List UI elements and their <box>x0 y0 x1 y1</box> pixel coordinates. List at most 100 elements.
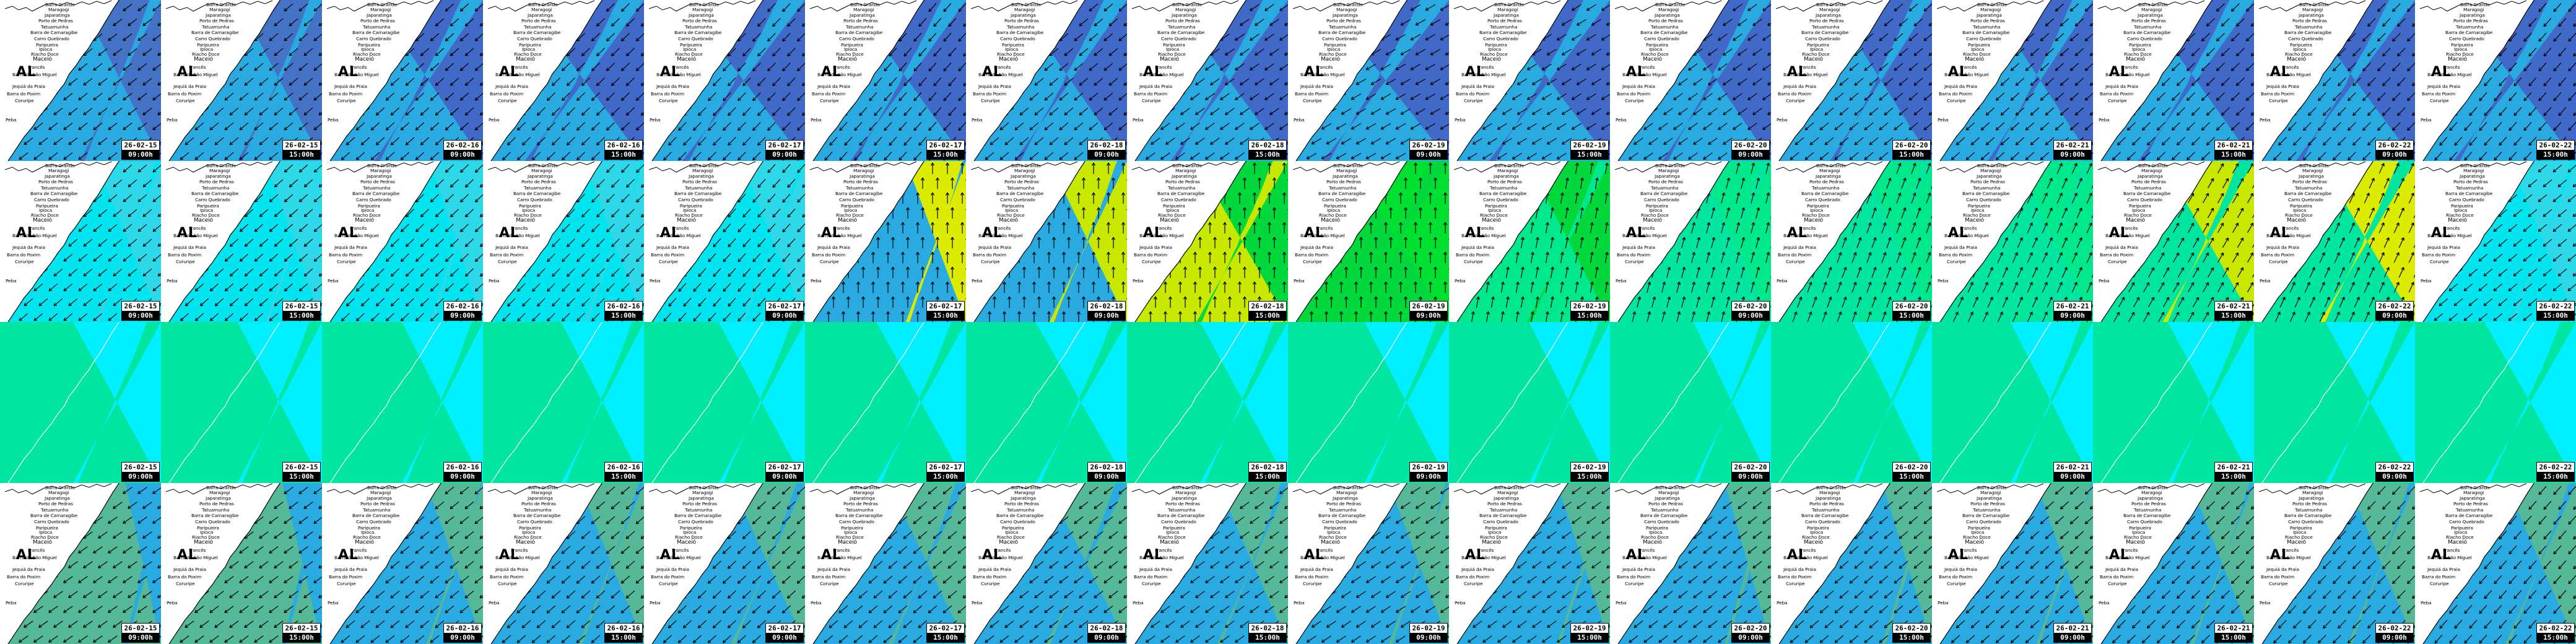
forecast-panel[interactable]: Barra Grande Maragogi Japaratinga Porto de … <box>2093 0 2254 161</box>
forecast-time: 15:00h <box>1249 150 1286 159</box>
forecast-panel[interactable]: 26-02-22 15:00h <box>2415 322 2576 483</box>
forecast-panel[interactable]: Barra Grande Maragogi Japaratinga Porto de … <box>2415 161 2576 322</box>
forecast-panel[interactable]: Barra Grande Maragogi Japaratinga Porto de … <box>1932 0 2093 161</box>
forecast-panel[interactable]: 26-02-22 09:00h <box>2254 322 2415 483</box>
forecast-panel[interactable]: Barra Grande Maragogi Japaratinga Porto de … <box>805 0 966 161</box>
forecast-panel[interactable]: 26-02-16 15:00h <box>483 322 644 483</box>
forecast-panel[interactable]: Barra Grande Maragogi Japaratinga Porto de … <box>483 483 644 644</box>
forecast-panel[interactable]: Barra Grande Maragogi Japaratinga Porto de … <box>805 161 966 322</box>
forecast-panel[interactable]: Barra Grande Maragogi Japaratinga Porto de … <box>1932 161 2093 322</box>
forecast-panel[interactable]: 26-02-17 15:00h <box>805 322 966 483</box>
forecast-panel[interactable]: Barra Grande Maragogi Japaratinga Porto de … <box>161 0 322 161</box>
forecast-panel[interactable]: Barra Grande Maragogi Japaratinga Porto de … <box>1610 483 1771 644</box>
forecast-panel[interactable]: Barra Grande Maragogi Japaratinga Porto de … <box>1771 0 1932 161</box>
forecast-time: 09:00h <box>766 472 803 481</box>
forecast-panel[interactable]: Barra Grande Maragogi Japaratinga Porto de … <box>966 0 1127 161</box>
forecast-time: 15:00h <box>927 472 964 481</box>
forecast-panel[interactable]: Barra Grande Maragogi Japaratinga Porto de … <box>1771 161 1932 322</box>
forecast-panel[interactable]: Barra Grande Maragogi Japaratinga Porto de … <box>0 161 161 322</box>
forecast-date: 26-02-20 <box>1732 463 1769 472</box>
forecast-panel[interactable]: Barra Grande Maragogi Japaratinga Porto de … <box>1288 161 1449 322</box>
forecast-panel[interactable]: Barra Grande Maragogi Japaratinga Porto de … <box>322 0 483 161</box>
forecast-time: 15:00h <box>2215 311 2252 320</box>
forecast-panel[interactable]: 26-02-19 15:00h <box>1449 322 1610 483</box>
timestamp-badge: 26-02-21 15:00h <box>2214 623 2253 643</box>
timestamp-badge: 26-02-19 09:00h <box>1409 623 1448 643</box>
forecast-panel[interactable]: Barra Grande Maragogi Japaratinga Porto de … <box>322 161 483 322</box>
forecast-panel[interactable]: 26-02-20 15:00h <box>1771 322 1932 483</box>
forecast-date: 26-02-20 <box>1893 302 1930 311</box>
forecast-panel[interactable]: Barra Grande Maragogi Japaratinga Porto de … <box>966 483 1127 644</box>
forecast-time: 09:00h <box>766 311 803 320</box>
forecast-panel[interactable]: 26-02-20 09:00h <box>1610 322 1771 483</box>
forecast-panel[interactable]: Barra Grande Maragogi Japaratinga Porto de … <box>483 0 644 161</box>
forecast-panel[interactable]: Barra Grande Maragogi Japaratinga Porto de … <box>2093 483 2254 644</box>
forecast-panel[interactable]: Barra Grande Maragogi Japaratinga Porto de … <box>2415 483 2576 644</box>
forecast-panel[interactable]: Barra Grande Maragogi Japaratinga Porto de … <box>322 483 483 644</box>
forecast-panel[interactable]: Barra Grande Maragogi Japaratinga Porto de … <box>161 483 322 644</box>
timestamp-badge: 26-02-17 15:00h <box>926 140 965 160</box>
forecast-panel[interactable]: Barra Grande Maragogi Japaratinga Porto de … <box>1610 161 1771 322</box>
forecast-time: 09:00h <box>2054 311 2091 320</box>
forecast-time: 15:00h <box>2537 472 2574 481</box>
forecast-date: 26-02-19 <box>1571 624 1608 633</box>
forecast-panel[interactable]: Barra Grande Maragogi Japaratinga Porto de … <box>2254 483 2415 644</box>
forecast-date: 26-02-18 <box>1249 302 1286 311</box>
forecast-date: 26-02-17 <box>766 463 803 472</box>
forecast-time: 15:00h <box>283 150 320 159</box>
forecast-panel[interactable]: Barra Grande Maragogi Japaratinga Porto de … <box>966 161 1127 322</box>
forecast-date: 26-02-15 <box>283 302 320 311</box>
forecast-time: 09:00h <box>2054 150 2091 159</box>
forecast-time: 09:00h <box>1732 633 1769 642</box>
forecast-date: 26-02-15 <box>122 302 159 311</box>
forecast-time: 15:00h <box>1893 150 1930 159</box>
forecast-panel[interactable]: Barra Grande Maragogi Japaratinga Porto de … <box>0 483 161 644</box>
forecast-panel[interactable]: 26-02-19 09:00h <box>1288 322 1449 483</box>
timestamp-badge: 26-02-17 09:00h <box>765 462 804 482</box>
forecast-date: 26-02-18 <box>1249 624 1286 633</box>
forecast-panel[interactable]: 26-02-15 15:00h <box>161 322 322 483</box>
forecast-panel[interactable]: Barra Grande Maragogi Japaratinga Porto de … <box>161 161 322 322</box>
forecast-date: 26-02-15 <box>122 141 159 150</box>
forecast-panel[interactable]: 26-02-15 09:00h <box>0 322 161 483</box>
forecast-panel[interactable]: Barra Grande Maragogi Japaratinga Porto de … <box>1449 483 1610 644</box>
forecast-panel[interactable]: 26-02-18 15:00h <box>1127 322 1288 483</box>
forecast-panel[interactable]: Barra Grande Maragogi Japaratinga Porto de … <box>1127 483 1288 644</box>
forecast-date: 26-02-20 <box>1893 141 1930 150</box>
forecast-panel[interactable]: Barra Grande Maragogi Japaratinga Porto de … <box>483 161 644 322</box>
forecast-time: 09:00h <box>766 150 803 159</box>
timestamp-badge: 26-02-22 15:00h <box>2536 301 2575 321</box>
forecast-panel[interactable]: Barra Grande Maragogi Japaratinga Porto de … <box>644 483 805 644</box>
forecast-panel[interactable]: Barra Grande Maragogi Japaratinga Porto de … <box>644 161 805 322</box>
forecast-time: 15:00h <box>1571 633 1608 642</box>
timestamp-badge: 26-02-22 09:00h <box>2375 140 2414 160</box>
forecast-panel[interactable]: Barra Grande Maragogi Japaratinga Porto de … <box>1288 483 1449 644</box>
forecast-panel[interactable]: 26-02-17 09:00h <box>644 322 805 483</box>
forecast-panel[interactable]: Barra Grande Maragogi Japaratinga Porto de … <box>1288 0 1449 161</box>
forecast-panel[interactable]: Barra Grande Maragogi Japaratinga Porto de … <box>1932 483 2093 644</box>
forecast-panel[interactable]: Barra Grande Maragogi Japaratinga Porto de … <box>1610 0 1771 161</box>
forecast-date: 26-02-17 <box>927 463 964 472</box>
forecast-panel[interactable]: Barra Grande Maragogi Japaratinga Porto de … <box>644 0 805 161</box>
forecast-panel[interactable]: Barra Grande Maragogi Japaratinga Porto de … <box>1771 483 1932 644</box>
forecast-panel[interactable]: 26-02-18 09:00h <box>966 322 1127 483</box>
timestamp-badge: 26-02-19 15:00h <box>1570 301 1609 321</box>
forecast-panel[interactable]: 26-02-16 09:00h <box>322 322 483 483</box>
forecast-panel[interactable]: Barra Grande Maragogi Japaratinga Porto de … <box>2254 0 2415 161</box>
forecast-date: 26-02-19 <box>1410 141 1447 150</box>
forecast-panel[interactable]: Barra Grande Maragogi Japaratinga Porto de … <box>2093 161 2254 322</box>
forecast-panel[interactable]: Barra Grande Maragogi Japaratinga Porto de … <box>2254 161 2415 322</box>
forecast-panel[interactable]: Barra Grande Maragogi Japaratinga Porto de … <box>1127 161 1288 322</box>
timestamp-badge: 26-02-19 15:00h <box>1570 462 1609 482</box>
forecast-panel[interactable]: 26-02-21 15:00h <box>2093 322 2254 483</box>
forecast-panel[interactable]: Barra Grande Maragogi Japaratinga Porto de … <box>1449 161 1610 322</box>
timestamp-badge: 26-02-18 15:00h <box>1248 623 1287 643</box>
forecast-panel[interactable]: Barra Grande Maragogi Japaratinga Porto de … <box>1127 0 1288 161</box>
forecast-panel[interactable]: Barra Grande Maragogi Japaratinga Porto de … <box>2415 0 2576 161</box>
forecast-panel[interactable]: Barra Grande Maragogi Japaratinga Porto de … <box>1449 0 1610 161</box>
forecast-panel[interactable]: 26-02-21 09:00h <box>1932 322 2093 483</box>
forecast-panel[interactable]: Barra Grande Maragogi Japaratinga Porto de … <box>805 483 966 644</box>
forecast-panel[interactable]: Barra Grande Maragogi Japaratinga Porto de … <box>0 0 161 161</box>
forecast-date: 26-02-18 <box>1249 463 1286 472</box>
